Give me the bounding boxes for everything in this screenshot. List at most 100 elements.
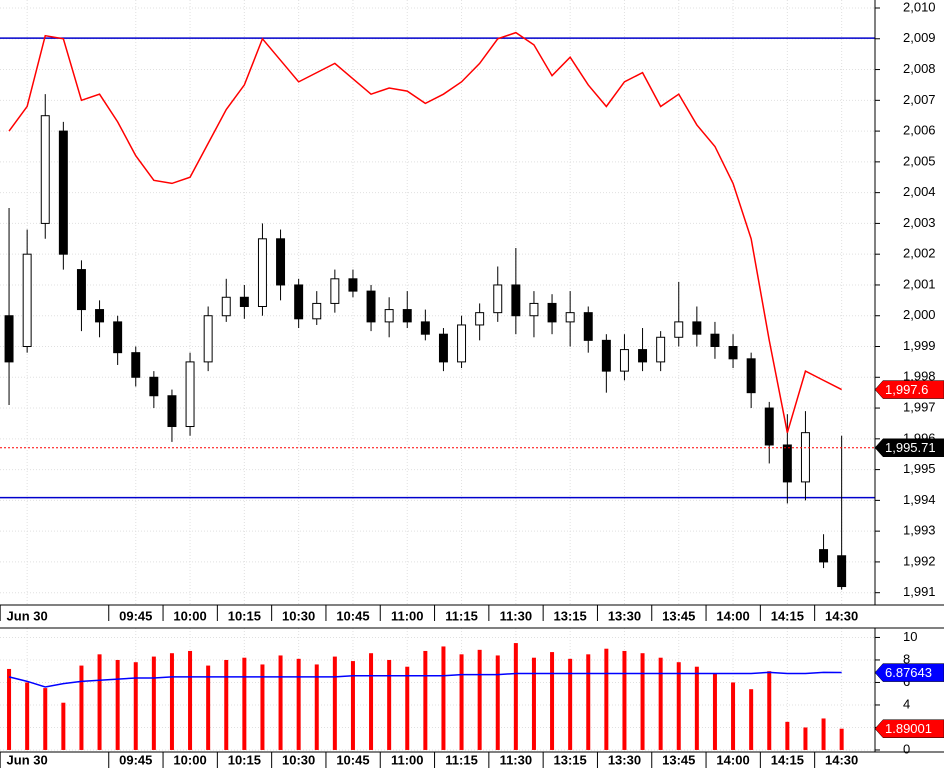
candle-body [746,358,756,394]
y-tick-label: 2,010 [903,0,936,14]
y-tick-label: 8 [903,651,910,666]
candle-body [565,312,575,323]
y-tick-label: 2,006 [903,123,936,138]
candle-body [601,339,611,372]
volume-bar [604,648,609,750]
y-tick-label: 2,000 [903,307,936,322]
candle-body [547,302,557,323]
volume-bar [151,656,156,750]
candle-body [837,555,847,588]
x-tick-label: 10:30 [282,608,315,623]
x-tick-label: 14:30 [825,752,858,767]
value-marker-box [874,380,944,399]
candle-body [475,312,485,326]
value-marker-box [874,663,944,682]
x-tick-label: 10:30 [282,752,315,767]
value-marker-label: 1.89001 [885,721,932,736]
candle-body [529,302,539,317]
x-tick-label: 13:30 [608,608,641,623]
value-marker-box [874,719,944,738]
candle-body [511,284,521,317]
x-tick-label: 11:15 [445,752,478,767]
y-tick-label: 1,992 [903,553,936,568]
x-tick-label: 10:45 [336,608,369,623]
volume-bar [459,654,464,750]
candle-body [131,352,141,378]
candle-body [185,361,195,428]
candle-body [674,321,684,338]
candle-body [710,333,720,348]
x-tick-label: 13:30 [608,752,641,767]
volume-bar [350,661,355,750]
volume-bar [676,662,681,750]
y-tick-label: 10 [903,629,917,644]
x-tick-label: 13:15 [554,752,587,767]
candle-body [619,349,629,372]
candle-body [583,312,593,341]
volume-bar [7,668,12,750]
y-tick-label: 1,991 [903,584,936,599]
volume-bar [115,659,120,750]
y-tick-label: 1,994 [903,492,936,507]
volume-bar [423,650,428,750]
x-tick-label: 13:15 [554,608,587,623]
candle-body [4,315,14,363]
candle-body [728,346,738,360]
volume-bar [749,689,754,750]
x-tick-label: 11:30 [500,608,533,623]
candle-body [294,284,304,320]
volume-bar [169,653,174,750]
x-tick-label: Jun 30 [7,608,48,623]
y-tick-label: 2,005 [903,153,936,168]
volume-bar [803,727,808,750]
volume-average-line [8,671,842,688]
y-tick-label: 2,003 [903,215,936,230]
candle-body [312,302,322,320]
candle-body [638,349,648,363]
volume-bar [224,659,229,750]
x-tick-label: 09:45 [119,608,152,623]
volume-bar [785,721,790,750]
x-tick-label: 10:00 [173,752,206,767]
candle-body [167,395,177,428]
candle-body [257,238,267,308]
volume-bar [43,688,48,750]
price-line [8,31,842,433]
volume-bar [712,673,717,750]
x-tick-label: 14:00 [716,752,749,767]
volume-bar [260,664,265,750]
volume-bar [531,657,536,750]
volume-bar [839,728,844,750]
candle-body [420,321,430,335]
x-tick-label: 11:00 [391,608,424,623]
candle-body [221,296,231,317]
volume-bar [25,682,30,750]
candle-body [764,407,774,446]
candle-body [692,321,702,335]
y-tick-label: 4 [903,696,910,711]
y-tick-label: 2,008 [903,61,936,76]
value-marker-label: 1,997.6 [885,382,928,397]
y-tick-label: 2,001 [903,276,936,291]
candle-body [384,309,394,323]
x-tick-label: 11:00 [391,752,424,767]
y-tick-label: 1,998 [903,369,936,384]
volume-bar [97,654,102,750]
volume-bar [441,646,446,750]
candle-body [457,324,467,363]
volume-bar [821,718,826,750]
volume-bar [568,658,573,750]
volume-bar [242,657,247,750]
x-tick-label: 10:15 [228,608,261,623]
volume-bar [658,657,663,750]
volume-bar [133,662,138,750]
y-tick-label: 1,997 [903,399,936,414]
volume-bar [640,653,645,750]
x-tick-label: 13:45 [662,608,695,623]
volume-bar [405,666,410,750]
volume-bar [550,652,555,750]
volume-bar [278,655,283,750]
candle-body [782,444,792,483]
volume-bar [586,654,591,750]
